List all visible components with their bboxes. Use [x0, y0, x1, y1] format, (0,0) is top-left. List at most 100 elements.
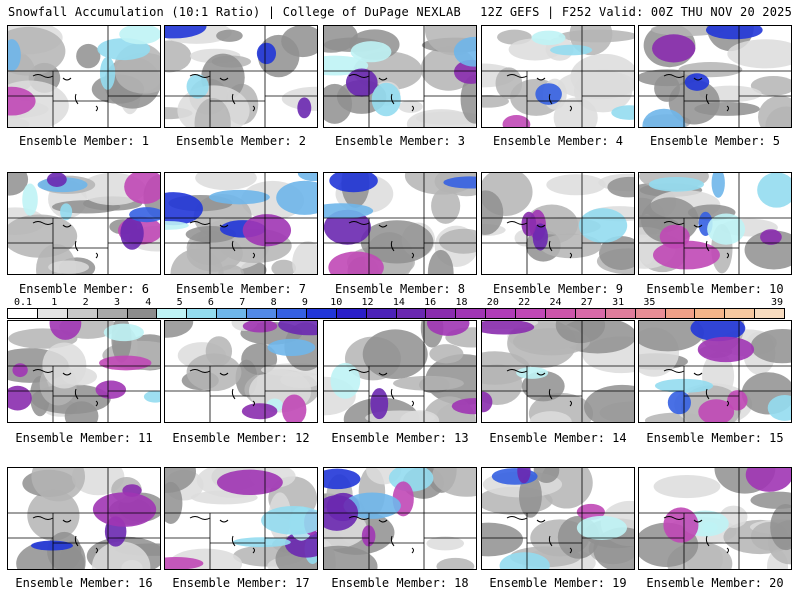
lake-outline: [411, 252, 414, 259]
heavy-snowfall-contour: [576, 503, 605, 520]
snowfall-contour: [42, 342, 87, 389]
ensemble-member-label: Ensemble Member: 9: [492, 282, 624, 296]
lake-outline: [506, 369, 528, 373]
ensemble-member-map: [7, 172, 161, 275]
colorbar-tick-label: 1: [51, 297, 58, 308]
heavy-snowfall-contour: [8, 86, 36, 116]
heavy-snowfall-contour: [297, 97, 312, 119]
snowfall-field: [8, 26, 160, 127]
snowfall-contour: [429, 344, 464, 364]
heavy-snowfall-contour: [705, 26, 763, 40]
lake-outline: [663, 369, 685, 373]
snowfall-contour: [292, 241, 317, 274]
snowfall-contour: [281, 26, 317, 58]
heavy-snowfall-contour: [491, 468, 538, 485]
colorbar-tick-label: 7: [239, 297, 246, 308]
ensemble-member-label: Ensemble Member: 18: [331, 576, 469, 590]
snowfall-contour: [599, 235, 634, 270]
ensemble-member-label: Ensemble Member: 15: [646, 431, 784, 445]
heavy-snowfall-contour: [502, 114, 531, 127]
colorbar-swatch: [306, 308, 337, 319]
heavy-snowfall-contour: [642, 108, 686, 127]
colorbar-tick-labels: 0.1 1 2 3 4 5 6 7 8 9 10 12 14 16 18 20 22 24 27 31 35 39: [7, 297, 785, 308]
lake-outline: [693, 372, 703, 376]
lake-outline: [252, 400, 255, 407]
ensemble-member-label: Ensemble Member: 3: [334, 134, 466, 148]
snowfall-contour: [653, 475, 721, 499]
colorbar-tick-label: 20: [486, 297, 499, 308]
ensemble-member-map: [638, 467, 792, 570]
heavy-snowfall-contour: [256, 42, 277, 65]
heavy-snowfall-contour: [328, 251, 384, 274]
heavy-snowfall-contour: [371, 82, 401, 117]
heavy-snowfall-contour: [99, 56, 116, 90]
lake-outline: [548, 535, 553, 547]
lake-outline: [536, 224, 546, 228]
colorbar-swatch: [456, 308, 487, 319]
lake-outline: [252, 252, 255, 259]
lake-outline: [693, 519, 703, 523]
heavy-snowfall-contour: [701, 521, 718, 533]
lake-outline: [390, 388, 395, 400]
heavy-snowfall-contour: [297, 173, 317, 182]
heavy-snowfall-contour: [165, 220, 189, 230]
colorbar-tick-label: 6: [207, 297, 214, 308]
lake-outline: [231, 388, 236, 400]
ensemble-member-label: Ensemble Member: 20: [646, 576, 784, 590]
model-run-info: 12Z GEFS | F252 Valid: 00Z THU NOV 20 20…: [480, 5, 792, 19]
colorbar-swatch: [366, 308, 397, 319]
colorbar-swatch: [277, 308, 307, 319]
heavy-snowfall-contour: [745, 468, 791, 492]
snowfall-contour: [518, 473, 542, 518]
heavy-snowfall-contour: [165, 192, 203, 226]
snowfall-contour: [271, 259, 297, 274]
heavy-snowfall-contour: [12, 363, 28, 378]
snowfall-contour: [584, 384, 634, 422]
snowfall-contour: [482, 190, 504, 235]
heavy-snowfall-contour: [232, 537, 291, 548]
colorbar-tick-label: 12: [361, 297, 374, 308]
lake-outline: [693, 77, 703, 81]
ensemble-member-map: [164, 172, 318, 275]
snowfall-contour: [216, 29, 243, 42]
lake-outline: [536, 519, 546, 523]
snowfall-contour: [678, 61, 743, 78]
snowfall-field: [324, 26, 476, 127]
snowfall-contour: [48, 260, 90, 274]
ensemble-member-map: [164, 25, 318, 128]
lake-outline: [231, 240, 236, 252]
ensemble-member-map: [481, 172, 635, 275]
colorbar-swatch: [665, 308, 696, 319]
lake-outline: [189, 369, 211, 373]
heavy-snowfall-contour: [278, 321, 317, 336]
heavy-snowfall-contour: [143, 390, 160, 403]
lake-outline: [536, 77, 546, 81]
snowfall-contour: [427, 249, 454, 274]
snowfall-contour: [651, 26, 725, 36]
lake-outline: [726, 400, 729, 407]
lake-outline: [705, 240, 710, 252]
colorbar-swatch: [247, 308, 278, 319]
snowfall-contour: [529, 411, 572, 422]
colorbar-swatch: [426, 308, 457, 319]
heavy-snowfall-contour: [711, 173, 725, 198]
lake-outline: [219, 372, 229, 376]
ensemble-member-label: Ensemble Member: 1: [18, 134, 150, 148]
snowfall-contour: [539, 233, 602, 259]
lake-outline: [569, 547, 572, 554]
colorbar-tick-label: 18: [455, 297, 468, 308]
lake-outline: [348, 369, 370, 373]
ensemble-member-label: Ensemble Member: 14: [489, 431, 627, 445]
lake-outline: [32, 74, 54, 78]
snowfall-contour: [165, 40, 192, 73]
colorbar-tick-label: 0.1: [13, 297, 33, 308]
heavy-snowfall-contour: [22, 183, 38, 216]
heavy-snowfall-contour: [324, 203, 374, 219]
lake-outline: [536, 372, 546, 376]
heavy-snowfall-contour: [663, 507, 699, 543]
colorbar-tick-label: 35: [643, 297, 656, 308]
snowfall-contour: [31, 468, 86, 502]
lake-outline: [705, 388, 710, 400]
heavy-snowfall-contour: [427, 321, 470, 336]
heavy-snowfall-contour: [242, 321, 278, 333]
